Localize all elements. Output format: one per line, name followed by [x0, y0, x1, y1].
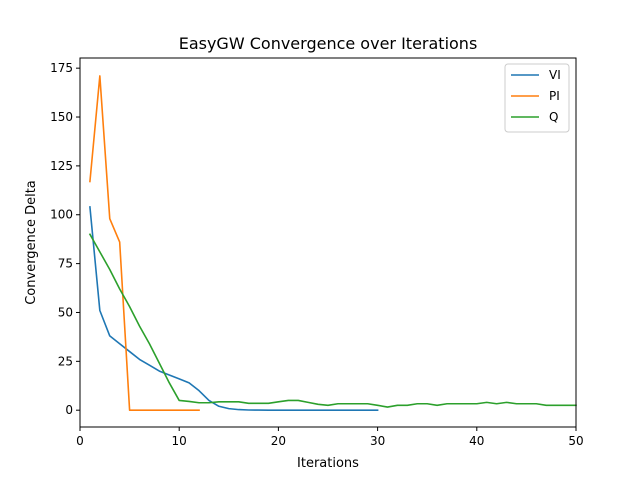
y-axis-label: Convergence Delta [24, 180, 39, 305]
series-layer [88, 75, 577, 411]
y-tick-label: 75 [58, 257, 73, 271]
x-tick-label: 0 [76, 434, 84, 448]
series-line-q [88, 233, 577, 408]
legend-label-vi: VI [549, 68, 561, 82]
series-line-vi [89, 206, 379, 411]
x-tick-label: 50 [568, 434, 583, 448]
plot-frame [79, 57, 577, 428]
y-tick-label: 125 [50, 159, 73, 173]
x-tick-label: 20 [271, 434, 286, 448]
x-axis-label: Iterations [297, 456, 359, 471]
x-tick-label: 30 [370, 434, 385, 448]
x-axis-ticks: 0 10 20 30 40 50 [76, 427, 584, 448]
y-tick-label: 25 [58, 354, 73, 368]
y-axis-ticks: 0 25 50 75 100 125 150 175 [50, 61, 80, 417]
y-tick-label: 100 [50, 208, 73, 222]
y-tick-label: 175 [50, 61, 73, 75]
series-line-pi [89, 75, 200, 411]
legend-label-pi: PI [549, 89, 560, 103]
chart-title: EasyGW Convergence over Iterations [179, 34, 478, 53]
y-tick-label: 0 [65, 403, 73, 417]
legend-label-q: Q [549, 110, 558, 124]
y-tick-label: 50 [58, 305, 73, 319]
legend: VI PI Q [504, 63, 570, 133]
x-tick-label: 10 [172, 434, 187, 448]
x-tick-label: 40 [469, 434, 484, 448]
y-tick-label: 150 [50, 110, 73, 124]
legend-box [504, 63, 570, 133]
